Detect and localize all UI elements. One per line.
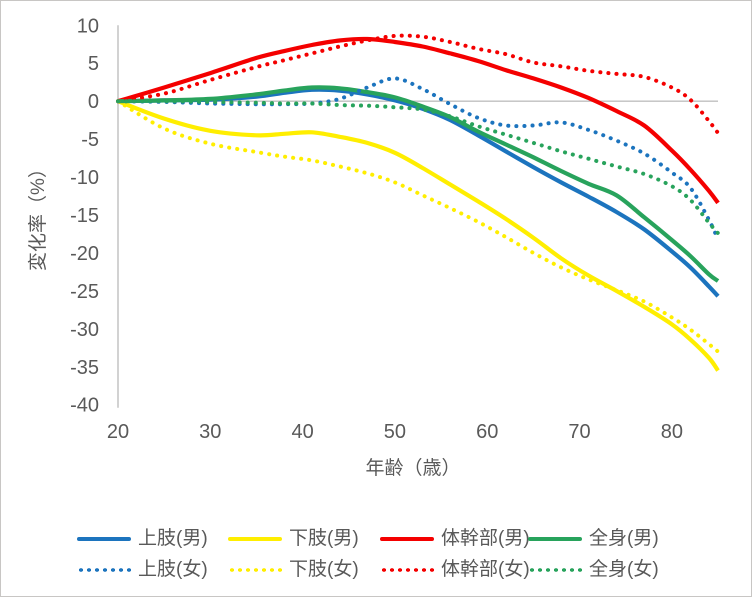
legend-label: 上肢(女) <box>138 559 208 580</box>
legend-swatch-solid-line <box>228 536 282 542</box>
x-tick-label: 40 <box>291 421 313 443</box>
legend-item-upper-limb-male: 上肢(男) <box>77 528 208 550</box>
legend-swatch-solid-line <box>528 536 582 542</box>
series-line-whole-body-female <box>116 99 720 236</box>
series-line-lower-limb-female <box>116 99 720 354</box>
x-tick-label: 60 <box>476 421 498 443</box>
legend-swatch-solid-line <box>380 536 434 542</box>
y-tick-label: -30 <box>70 319 99 341</box>
x-tick-label: 20 <box>107 421 129 443</box>
legend-item-upper-limb-female: 上肢(女) <box>77 559 208 581</box>
series-line-lower-limb-male <box>117 99 720 372</box>
legend-label: 上肢(男) <box>138 528 208 549</box>
legend-label: 全身(女) <box>589 559 659 580</box>
legend-item-trunk-male: 体幹部(男) <box>380 528 530 550</box>
x-tick-label: 30 <box>199 421 221 443</box>
x-axis-title: 年齢（歳） <box>365 457 460 479</box>
y-axis-title: 変化率（%） <box>27 159 49 271</box>
legend-label: 下肢(女) <box>289 559 359 580</box>
y-tick-label: 0 <box>88 91 99 113</box>
y-tick-label: -40 <box>70 395 99 417</box>
legend-swatch-solid-line <box>77 536 131 542</box>
series-line-whole-body-male <box>117 85 720 283</box>
legend-item-lower-limb-male: 下肢(男) <box>228 528 359 550</box>
series-line-trunk-male <box>117 36 720 205</box>
legend-label: 全身(男) <box>589 528 659 549</box>
y-tick-label: -15 <box>70 205 99 227</box>
legend-item-trunk-female: 体幹部(女) <box>380 559 530 581</box>
y-tick-label: -20 <box>70 243 99 265</box>
legend-label: 下肢(男) <box>289 528 359 549</box>
legend-item-whole-body-male: 全身(男) <box>528 528 659 550</box>
legend-label: 体幹部(女) <box>441 559 530 580</box>
legend-swatch-dotted-line <box>380 567 434 573</box>
legend-item-whole-body-female: 全身(女) <box>528 559 659 581</box>
y-tick-label: -5 <box>81 129 99 151</box>
legend-swatch-dotted-line <box>228 567 282 573</box>
series-line-trunk-female <box>116 33 720 135</box>
y-tick-label: -35 <box>70 357 99 379</box>
y-tick-label: -10 <box>70 167 99 189</box>
y-tick-label: -25 <box>70 281 99 303</box>
y-tick-label: 10 <box>77 15 99 37</box>
legend-swatch-dotted-line <box>528 567 582 573</box>
legend-item-lower-limb-female: 下肢(女) <box>228 559 359 581</box>
x-tick-label: 50 <box>384 421 406 443</box>
legend-label: 体幹部(男) <box>441 528 530 549</box>
x-tick-label: 70 <box>568 421 590 443</box>
x-tick-label: 80 <box>661 421 683 443</box>
series-line-upper-limb-male <box>117 87 720 298</box>
y-tick-label: 5 <box>88 53 99 75</box>
legend-swatch-dotted-line <box>77 567 131 573</box>
